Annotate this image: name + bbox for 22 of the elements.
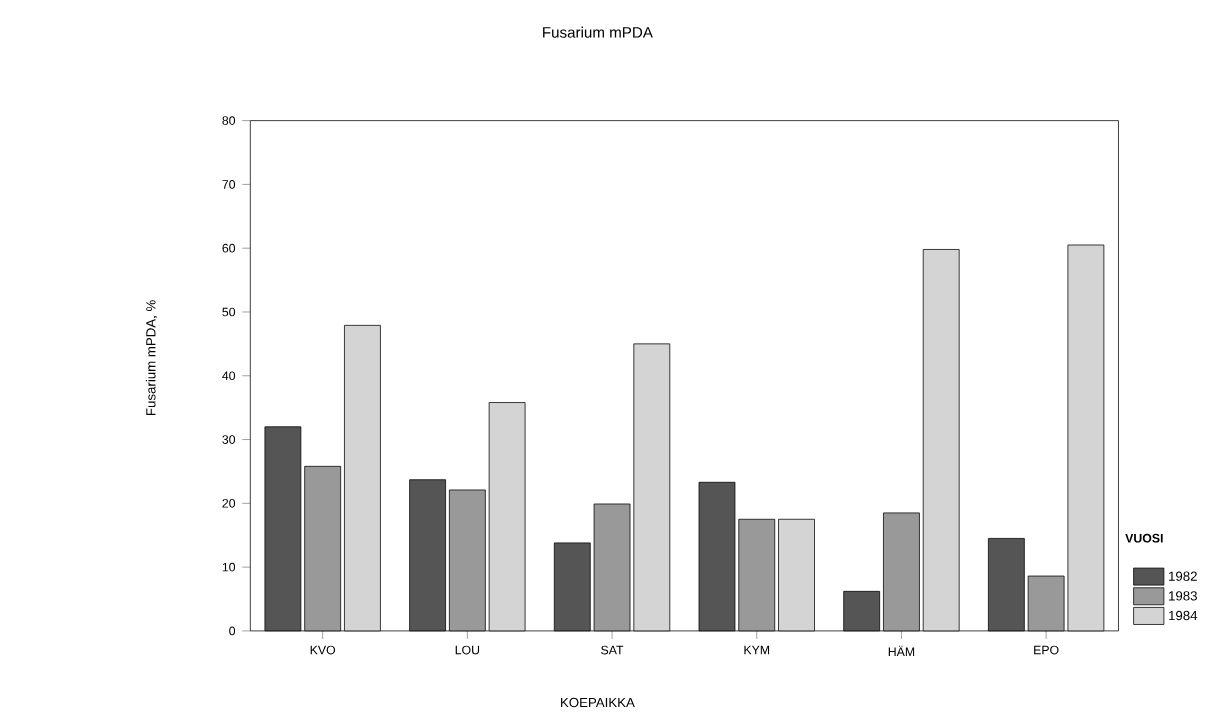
y-tick-label: 10 <box>222 562 236 572</box>
legend-label: 1982 <box>1169 571 1197 581</box>
legend-label: 1984 <box>1169 611 1198 621</box>
x-tick-label: SAT <box>601 645 624 655</box>
x-axis-title: KOEPAIKKA <box>561 697 635 708</box>
chart-title: Fusarium mPDA <box>543 26 653 38</box>
x-tick-label: HÄM <box>888 645 915 657</box>
y-tick-label: 40 <box>222 371 236 381</box>
y-tick-label: 30 <box>222 435 236 445</box>
legend-title: VUOSI <box>1125 533 1163 543</box>
y-tick-label: 70 <box>222 180 236 189</box>
y-tick-label: 20 <box>222 499 236 508</box>
x-tick-label: KYM <box>744 645 770 655</box>
x-tick-label: EPO <box>1034 645 1059 655</box>
x-tick-label: KVO <box>310 645 336 655</box>
y-tick-label: 60 <box>222 243 236 253</box>
legend-label: 1983 <box>1169 591 1197 601</box>
x-tick-label: LOU <box>455 645 480 655</box>
y-tick-label: 50 <box>222 307 236 317</box>
y-tick-label: 80 <box>222 116 236 126</box>
y-axis-title: Fusarium mPDA, % <box>145 300 158 416</box>
y-tick-label: 0 <box>229 626 236 636</box>
